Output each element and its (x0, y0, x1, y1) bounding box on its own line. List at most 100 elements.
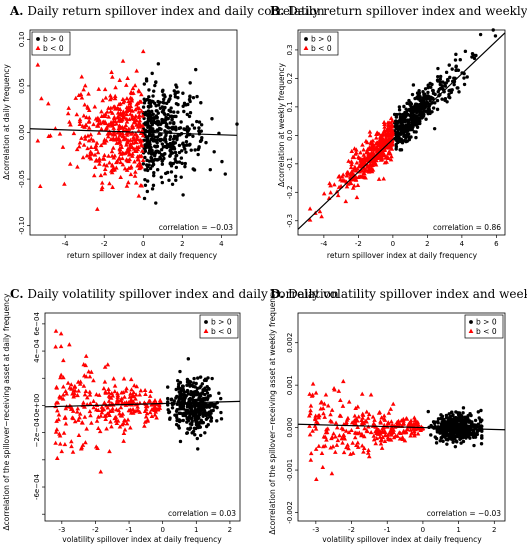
point-b-pos (441, 431, 445, 436)
point-b-pos (404, 133, 408, 137)
point-b-neg (147, 410, 153, 415)
point-b-neg (106, 114, 111, 119)
point-b-neg (349, 161, 354, 167)
point-b-neg (149, 406, 155, 412)
point-b-neg (330, 444, 336, 449)
point-b-pos (470, 420, 474, 424)
point-b-neg (112, 416, 118, 421)
point-b-neg (365, 164, 371, 169)
point-b-neg (81, 362, 87, 367)
point-b-pos (200, 420, 204, 425)
point-b-neg (99, 404, 105, 409)
point-b-neg (133, 392, 139, 397)
point-b-neg (68, 382, 74, 387)
point-b-pos (197, 404, 201, 408)
point-b-neg (107, 97, 113, 102)
point-b-neg (136, 120, 142, 125)
point-b-pos (180, 387, 185, 391)
point-b-pos (480, 434, 484, 438)
point-b-neg (319, 214, 324, 219)
point-b-neg (321, 411, 326, 416)
point-b-neg (386, 139, 392, 145)
point-b-neg (388, 157, 394, 162)
point-b-neg (354, 195, 360, 200)
legend-marker-b-pos (204, 320, 208, 324)
point-b-neg (412, 415, 417, 420)
point-b-neg (384, 132, 390, 137)
point-b-pos (177, 398, 181, 402)
point-b-neg (97, 428, 103, 434)
point-b-neg (92, 144, 98, 150)
point-b-neg (388, 431, 394, 436)
point-b-pos (145, 168, 149, 172)
point-b-pos (183, 164, 187, 169)
point-b-pos (182, 101, 187, 106)
point-b-neg (127, 144, 133, 149)
point-b-neg (341, 432, 347, 437)
y-tick-label: -0.05 (18, 170, 26, 188)
x-tick-label: 0 (160, 526, 164, 534)
point-b-pos (479, 408, 483, 413)
point-b-neg (374, 131, 379, 136)
point-b-neg (124, 167, 130, 172)
point-b-pos (161, 88, 165, 93)
point-b-pos (166, 385, 170, 389)
point-b-neg (118, 112, 123, 117)
point-b-neg (112, 104, 118, 109)
point-b-pos (168, 121, 172, 125)
point-b-pos (151, 183, 156, 188)
point-b-neg (107, 181, 112, 186)
point-b-neg (359, 391, 365, 396)
point-b-neg (132, 119, 137, 124)
point-b-pos (478, 425, 482, 429)
point-b-neg (109, 424, 114, 429)
point-b-pos (205, 391, 210, 395)
point-b-pos (155, 121, 159, 125)
point-b-neg (373, 429, 378, 434)
point-b-pos (220, 159, 224, 164)
point-b-neg (75, 392, 80, 398)
point-b-neg (412, 431, 417, 436)
point-b-pos (198, 375, 203, 379)
point-b-neg (313, 390, 319, 395)
point-b-neg (115, 130, 120, 135)
point-b-pos (162, 152, 167, 156)
point-b-neg (368, 429, 374, 435)
point-b-pos (147, 140, 152, 144)
point-b-neg (124, 130, 130, 135)
point-b-neg (87, 392, 93, 397)
point-b-neg (117, 146, 123, 151)
point-b-pos (458, 418, 463, 422)
point-b-pos (438, 82, 442, 87)
point-b-pos (170, 118, 174, 122)
point-b-neg (124, 119, 130, 124)
point-b-pos (436, 74, 440, 79)
point-b-neg (135, 157, 140, 162)
point-b-pos (190, 397, 195, 401)
point-b-neg (333, 449, 338, 454)
point-b-neg (332, 182, 337, 187)
point-b-neg (94, 418, 100, 423)
point-b-pos (157, 103, 161, 107)
point-b-neg (91, 405, 97, 410)
point-b-neg (398, 430, 403, 436)
point-b-neg (97, 161, 102, 166)
point-b-neg (124, 183, 130, 188)
point-b-pos (394, 122, 399, 126)
point-b-pos (404, 139, 408, 144)
point-b-neg (348, 451, 353, 456)
point-b-neg (107, 408, 113, 414)
point-b-pos (192, 168, 197, 172)
point-b-neg (132, 136, 137, 141)
point-b-pos (217, 391, 221, 395)
point-b-neg (107, 160, 112, 165)
y-tick-label: 0.1 (286, 101, 294, 112)
point-b-pos (436, 66, 440, 71)
point-b-pos (200, 391, 204, 395)
point-b-neg (130, 85, 136, 91)
point-b-pos (143, 128, 148, 133)
point-b-pos (198, 395, 202, 400)
point-b-neg (136, 88, 142, 93)
